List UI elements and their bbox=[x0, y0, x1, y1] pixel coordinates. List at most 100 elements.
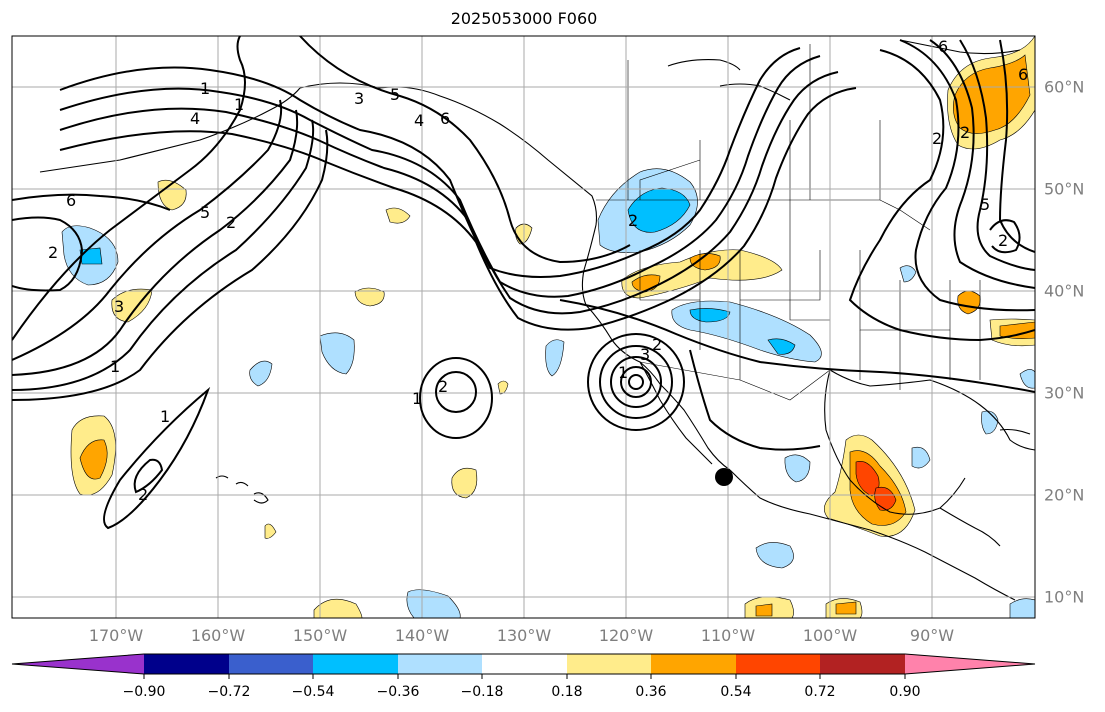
contour-label: 2 bbox=[226, 213, 236, 232]
contour-line bbox=[587, 333, 685, 431]
contour-line bbox=[12, 129, 329, 401]
positive-field bbox=[385, 207, 411, 224]
contour-label: 4 bbox=[414, 111, 424, 130]
contour-label: 6 bbox=[1018, 65, 1028, 84]
lon-label: 120°W bbox=[598, 626, 654, 645]
contour-line bbox=[59, 87, 857, 331]
contour-label: 6 bbox=[938, 37, 948, 56]
map-title: 2025053000 F060 bbox=[450, 9, 598, 28]
contour-labels: 1 4 1 6 5 2 3 1 1 2 2 3 5 4 6 2 2 1 3 1 … bbox=[48, 37, 1028, 504]
colorbar-tick-label: 0.72 bbox=[804, 684, 836, 700]
contour-line bbox=[620, 366, 652, 398]
lon-label: 160°W bbox=[190, 626, 246, 645]
negative-field bbox=[755, 542, 794, 569]
political-borders bbox=[596, 44, 981, 401]
positive-field bbox=[497, 380, 509, 395]
contour-label: 1 bbox=[618, 363, 628, 382]
lat-label: 20°N bbox=[1044, 485, 1085, 505]
contour-label: 2 bbox=[628, 211, 638, 230]
colorbar-segment bbox=[482, 654, 567, 674]
colorbar-tick-label: 0.18 bbox=[551, 684, 583, 700]
positive-field bbox=[264, 523, 277, 539]
colorbar-tick-label: −0.36 bbox=[376, 684, 420, 700]
positive-field bbox=[689, 253, 721, 271]
positive-field bbox=[755, 603, 773, 617]
contour-line bbox=[59, 71, 839, 315]
lon-label: 150°W bbox=[292, 626, 348, 645]
contour-line bbox=[689, 349, 821, 451]
contour-line bbox=[12, 119, 315, 391]
colorbar bbox=[11, 653, 1036, 679]
contour-label: 5 bbox=[980, 195, 990, 214]
negative-field bbox=[249, 360, 273, 387]
contour-label: 1 bbox=[110, 357, 120, 376]
contour-label: 6 bbox=[440, 109, 450, 128]
colorbar-segment bbox=[398, 654, 482, 674]
contour-line bbox=[12, 36, 246, 341]
colorbar-tick-label: −0.72 bbox=[207, 684, 251, 700]
lat-label: 60°N bbox=[1044, 77, 1085, 97]
contour-line bbox=[559, 299, 1035, 393]
positive-field bbox=[874, 486, 897, 511]
contour-line bbox=[12, 109, 299, 376]
negative-field bbox=[1019, 369, 1035, 389]
contour-label: 2 bbox=[48, 243, 58, 262]
shaded-fields bbox=[61, 36, 1035, 618]
contour-label: 3 bbox=[114, 297, 124, 316]
contour-label: 2 bbox=[960, 123, 970, 142]
negative-field bbox=[899, 265, 917, 283]
colorbar-tick-label: −0.90 bbox=[122, 684, 166, 700]
map-frame bbox=[11, 35, 1036, 619]
contour-label: 2 bbox=[138, 485, 148, 504]
lat-label: 30°N bbox=[1044, 383, 1085, 403]
lat-label: 40°N bbox=[1044, 281, 1085, 301]
contour-label: 6 bbox=[66, 191, 76, 210]
colorbar-tick-label: 0.54 bbox=[720, 684, 752, 700]
negative-field bbox=[319, 332, 355, 375]
contour-line bbox=[12, 99, 283, 361]
contour-label: 2 bbox=[652, 335, 662, 354]
contour-label: 2 bbox=[998, 231, 1008, 250]
colorbar-segment bbox=[820, 654, 905, 674]
contour-line bbox=[12, 193, 171, 211]
contour-line bbox=[299, 36, 631, 264]
contour-line bbox=[419, 357, 493, 439]
colorbar-segment bbox=[313, 654, 398, 674]
lon-label: 130°W bbox=[496, 626, 552, 645]
negative-field bbox=[79, 247, 103, 265]
colorbar-tick-label: 0.36 bbox=[635, 684, 667, 700]
negative-field bbox=[784, 454, 811, 483]
contour-label: 4 bbox=[190, 109, 200, 128]
lon-label: 170°W bbox=[88, 626, 144, 645]
contour-label: 2 bbox=[932, 129, 942, 148]
lat-label: 50°N bbox=[1044, 179, 1085, 199]
contour-label: 1 bbox=[200, 79, 210, 98]
colorbar-tick-label: 0.90 bbox=[889, 684, 921, 700]
negative-field bbox=[1009, 598, 1035, 618]
contour-line bbox=[899, 39, 1035, 312]
colorbar-segment bbox=[651, 654, 736, 674]
lon-label: 90°W bbox=[909, 626, 955, 645]
colorbar-segment bbox=[736, 654, 820, 674]
colorbar-tick-label: −0.18 bbox=[460, 684, 504, 700]
contour-line bbox=[929, 39, 1035, 289]
contour-line bbox=[998, 39, 1035, 253]
negative-field bbox=[911, 446, 931, 469]
colorbar-extend-high bbox=[905, 654, 1035, 674]
contour-label: 3 bbox=[354, 89, 364, 108]
colorbar-tick-label: −0.54 bbox=[291, 684, 335, 700]
negative-field bbox=[767, 338, 796, 355]
contour-label: 5 bbox=[200, 203, 210, 222]
contour-line bbox=[628, 374, 644, 390]
contour-label: 2 bbox=[438, 377, 448, 396]
contour-line bbox=[989, 219, 1021, 254]
positive-field bbox=[354, 287, 385, 307]
contour-line bbox=[133, 458, 164, 494]
contour-line bbox=[103, 386, 211, 530]
colorbar-segment bbox=[567, 654, 651, 674]
graticule bbox=[12, 36, 1035, 618]
lon-label: 140°W bbox=[394, 626, 450, 645]
contour-label: 3 bbox=[640, 345, 650, 364]
positive-field bbox=[451, 467, 478, 499]
